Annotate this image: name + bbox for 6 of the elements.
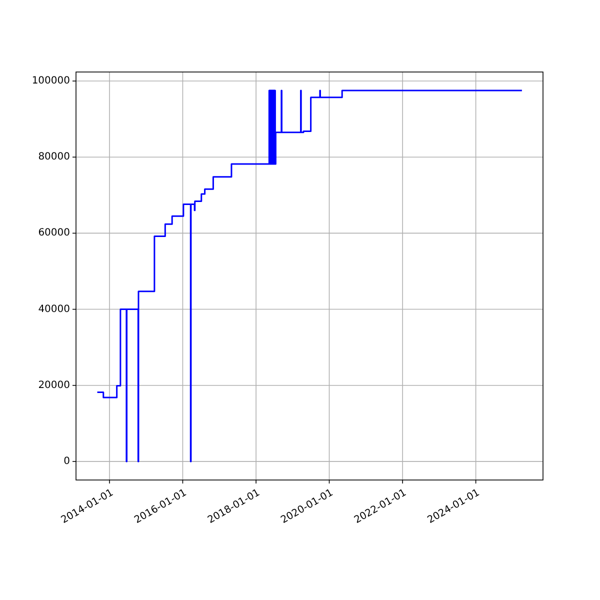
y-tick-label: 80000 [38, 152, 70, 163]
y-tick-label: 0 [64, 456, 70, 467]
y-tick-label: 20000 [38, 380, 70, 391]
y-tick-label: 100000 [32, 76, 70, 87]
y-tick-label: 40000 [38, 304, 70, 315]
y-tick-label: 60000 [38, 228, 70, 239]
